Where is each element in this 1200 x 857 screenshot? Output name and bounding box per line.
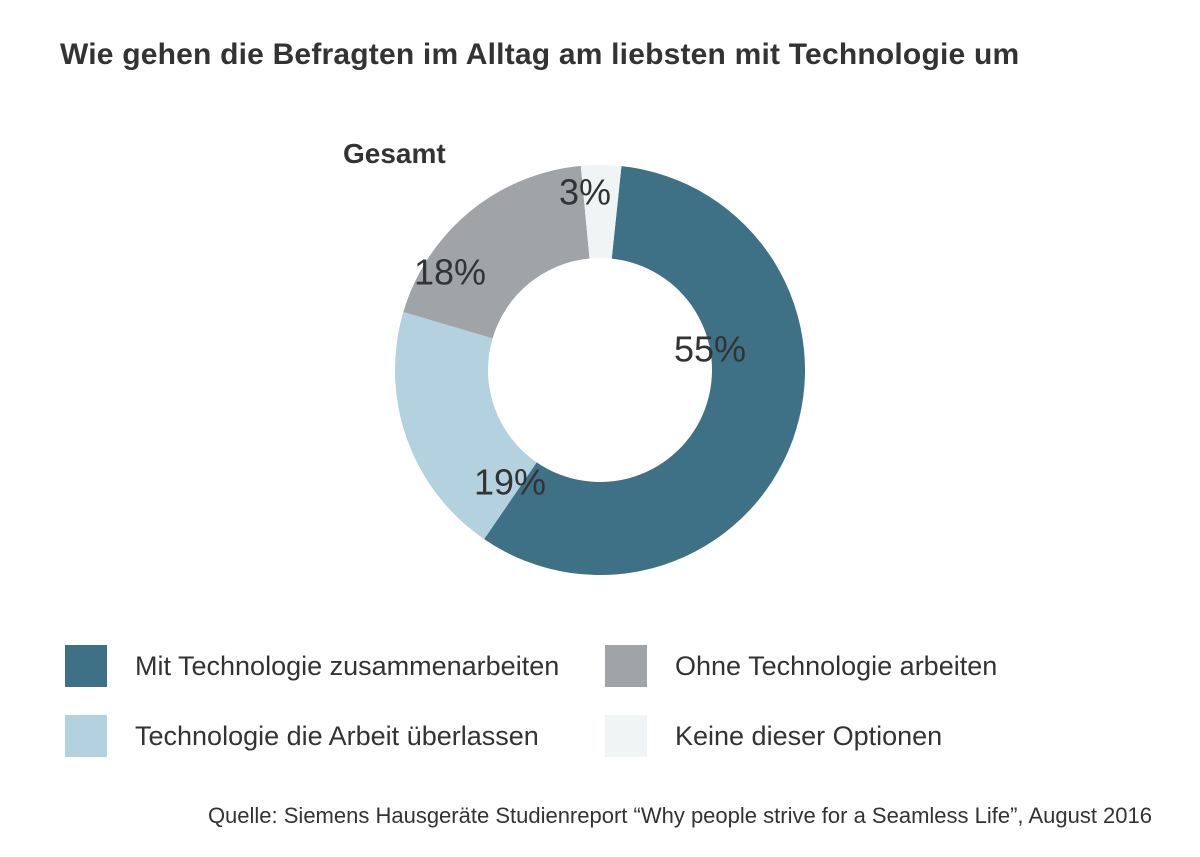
legend-row: Technologie die Arbeit überlassen Keine d… [65, 715, 1145, 757]
legend-swatch [605, 715, 647, 757]
source-text: Quelle: Siemens Hausgeräte Studienreport… [208, 803, 1152, 829]
donut-label-leave_tech: 19% [474, 462, 546, 503]
legend-label: Mit Technologie zusammenarbeiten [135, 651, 559, 682]
legend-item: Keine dieser Optionen [605, 715, 1145, 757]
legend-swatch [605, 645, 647, 687]
legend: Mit Technologie zusammenarbeiten Ohne Tec… [65, 645, 1145, 785]
legend-row: Mit Technologie zusammenarbeiten Ohne Tec… [65, 645, 1145, 687]
legend-label: Technologie die Arbeit überlassen [135, 721, 539, 752]
donut-label-with_tech: 55% [674, 329, 746, 370]
legend-label: Ohne Technologie arbeiten [675, 651, 997, 682]
chart-title: Wie gehen die Befragten im Alltag am lie… [60, 38, 1019, 72]
donut-svg: 55% 19% 18% 3% [0, 110, 1200, 630]
donut-chart: Gesamt 55%19%18%3% [0, 110, 1200, 630]
legend-label: Keine dieser Optionen [675, 721, 942, 752]
legend-item: Technologie die Arbeit überlassen [65, 715, 605, 757]
legend-swatch [65, 715, 107, 757]
legend-item: Mit Technologie zusammenarbeiten [65, 645, 605, 687]
donut-label-without_tech: 18% [414, 252, 486, 293]
legend-swatch [65, 645, 107, 687]
page: Wie gehen die Befragten im Alltag am lie… [0, 0, 1200, 857]
legend-item: Ohne Technologie arbeiten [605, 645, 1145, 687]
donut-label-none: 3% [559, 172, 611, 213]
